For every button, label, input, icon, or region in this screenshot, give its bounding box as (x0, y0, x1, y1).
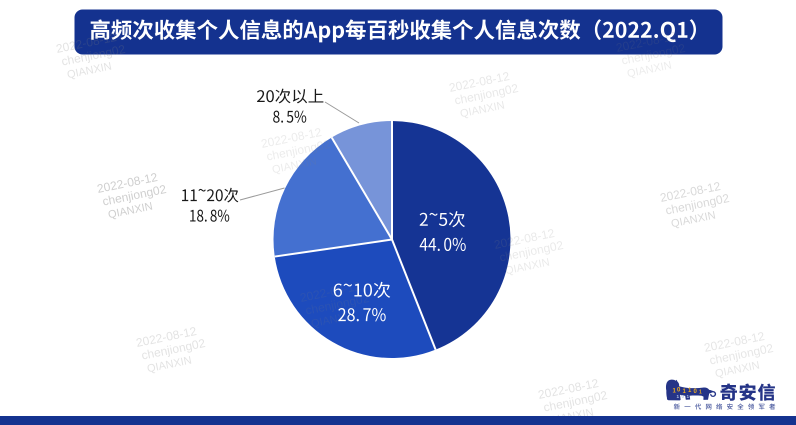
svg-text:1: 1 (699, 390, 702, 396)
svg-text:1: 1 (673, 389, 677, 395)
svg-text:1: 1 (688, 388, 692, 394)
svg-text:0: 0 (682, 394, 685, 399)
svg-text:1: 1 (687, 394, 690, 399)
svg-text:0: 0 (694, 389, 698, 395)
svg-text:0: 0 (677, 388, 681, 394)
svg-text:1: 1 (683, 389, 687, 395)
svg-text:1: 1 (677, 394, 680, 399)
